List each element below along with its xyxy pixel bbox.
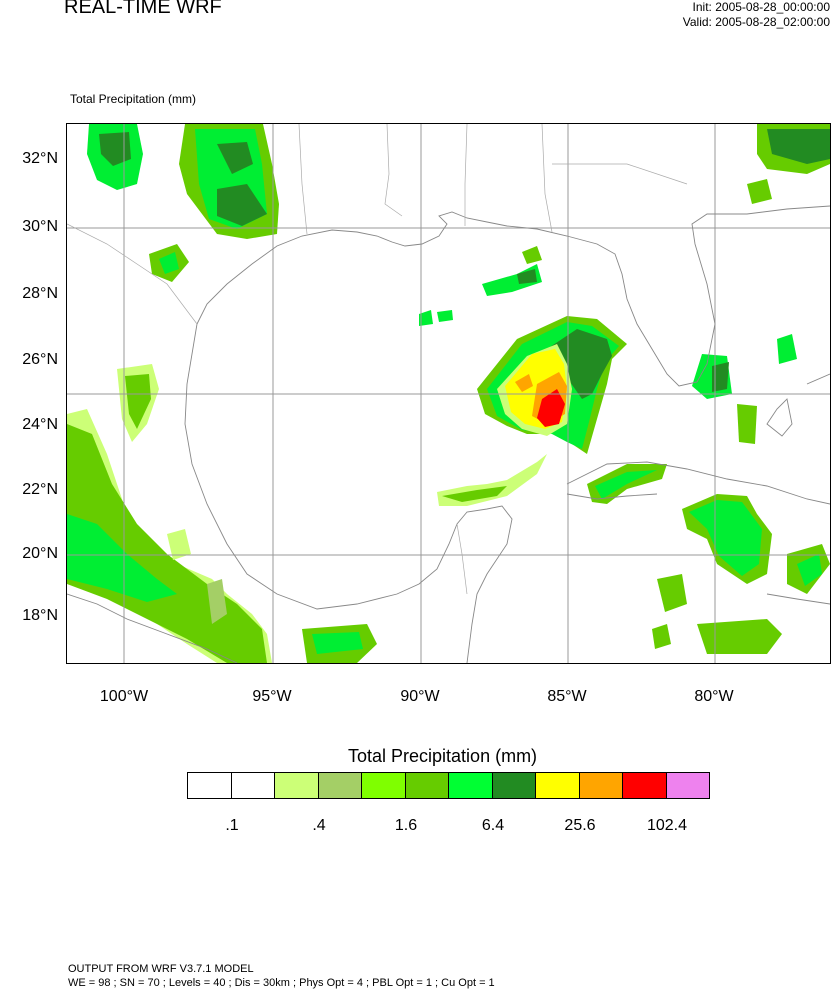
colorbar-label: 1.6	[394, 817, 418, 834]
colorbar-label: 102.4	[646, 817, 688, 834]
colorbar-swatch	[188, 773, 232, 798]
colorbar	[187, 772, 710, 799]
lon-label-85w: 85°W	[547, 688, 587, 705]
time-info: Init: 2005-08-28_00:00:00 Valid: 2005-08…	[683, 0, 830, 30]
colorbar-swatch	[318, 773, 362, 798]
colorbar-swatch	[666, 773, 709, 798]
colorbar-swatch	[579, 773, 623, 798]
lat-label-20: 20°N	[22, 545, 58, 562]
colorbar-title: Total Precipitation (mm)	[348, 746, 538, 766]
model-info-footer: OUTPUT FROM WRF V3.7.1 MODEL WE = 98 ; S…	[68, 962, 495, 990]
colorbar-swatch	[362, 773, 406, 798]
colorbar-label: 6.4	[481, 817, 505, 834]
colorbar-swatch	[405, 773, 449, 798]
lon-label-80w: 80°W	[694, 688, 734, 705]
colorbar-swatch	[449, 773, 493, 798]
lat-label-24: 24°N	[22, 416, 58, 433]
colorbar-label: .4	[312, 817, 326, 834]
lat-label-32: 32°N	[22, 150, 58, 167]
model-config: WE = 98 ; SN = 70 ; Levels = 40 ; Dis = …	[68, 977, 495, 989]
coastline	[67, 205, 830, 663]
model-version: OUTPUT FROM WRF V3.7.1 MODEL	[68, 963, 254, 975]
lon-label-90w: 90°W	[400, 688, 440, 705]
colorbar-label: .1	[225, 817, 239, 834]
lon-label-100w: 100°W	[99, 688, 149, 705]
precip-field	[67, 124, 830, 663]
map-panel	[66, 123, 831, 664]
lon-label-95w: 95°W	[252, 688, 292, 705]
init-time: Init: 2005-08-28_00:00:00	[692, 0, 830, 14]
plot-title: REAL-TIME WRF	[64, 0, 222, 18]
colorbar-swatch	[231, 773, 275, 798]
lat-label-26: 26°N	[22, 351, 58, 368]
colorbar-swatch	[536, 773, 580, 798]
political-borders	[67, 124, 688, 595]
valid-time: Valid: 2005-08-28_02:00:00	[682, 15, 830, 29]
lat-label-22: 22°N	[22, 481, 58, 498]
lat-label-30: 30°N	[22, 218, 58, 235]
colorbar-swatch	[275, 773, 319, 798]
colorbar-swatch	[623, 773, 667, 798]
colorbar-swatch	[492, 773, 536, 798]
lat-label-18: 18°N	[22, 607, 58, 624]
colorbar-label: 25.6	[564, 817, 596, 834]
map-canvas	[67, 124, 830, 663]
lat-label-28: 28°N	[22, 285, 58, 302]
field-subtitle: Total Precipitation (mm)	[70, 92, 197, 106]
